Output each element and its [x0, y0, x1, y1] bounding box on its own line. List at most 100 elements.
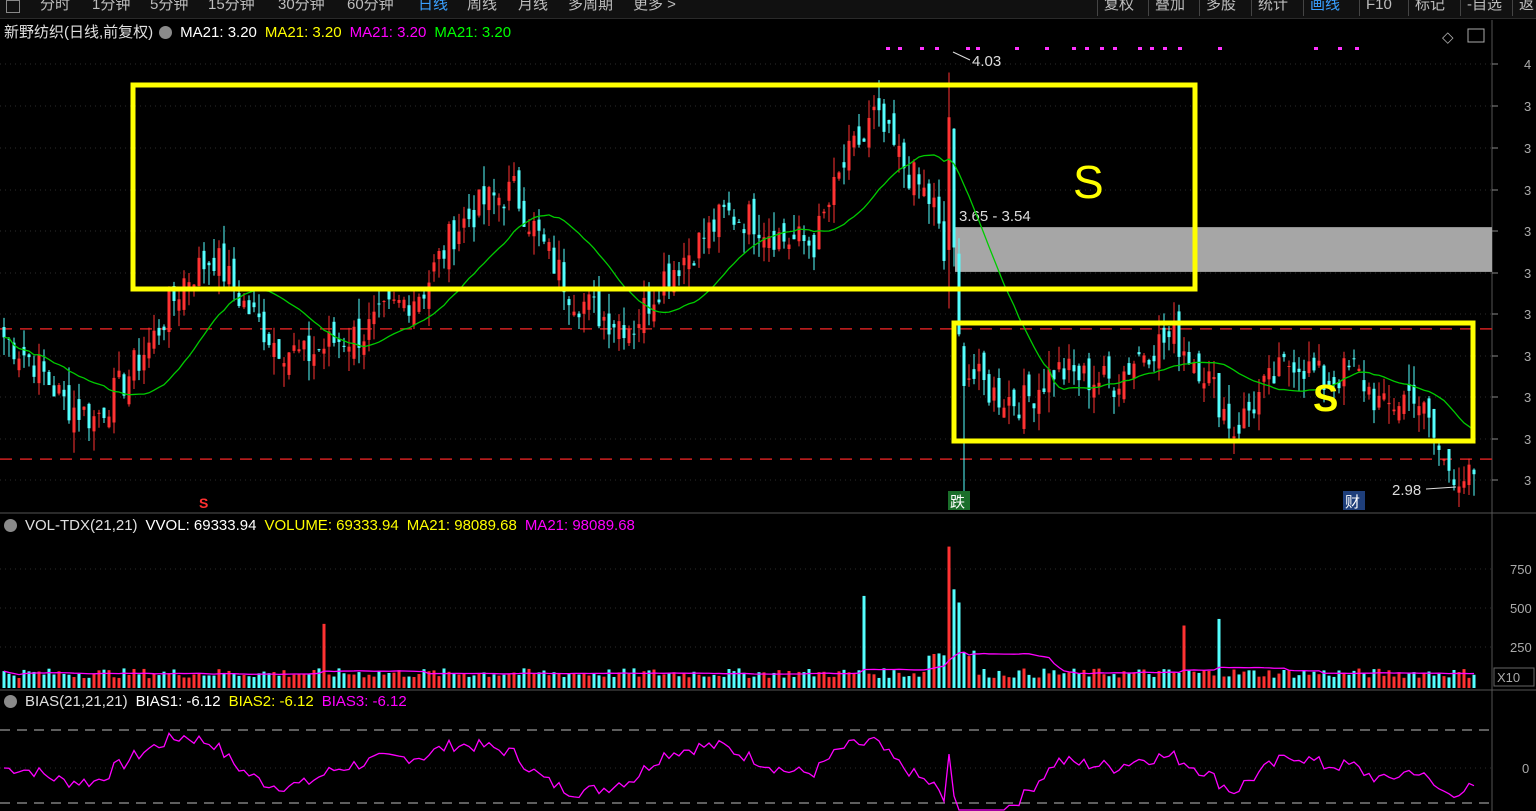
- vol-bar-51: [257, 673, 261, 688]
- vol-bar-69: [347, 674, 351, 688]
- period-tab-0[interactable]: 分时: [40, 0, 71, 13]
- vol-bar-208: [1042, 668, 1046, 688]
- vol-bar-248: [1242, 671, 1246, 688]
- vol-bar-122: [612, 676, 616, 688]
- bias-tick-label-0: 0: [1522, 761, 1529, 776]
- vol-bar-195: [977, 674, 981, 688]
- vol-bar-78: [392, 672, 396, 688]
- period-tab-10[interactable]: 更多 >: [633, 0, 676, 13]
- candle-body-155: [777, 232, 781, 250]
- vol-bar-214: [1072, 668, 1076, 688]
- vol-legend-item-3: MA21: 98089.68: [524, 517, 635, 534]
- candle-body-26: [132, 350, 136, 381]
- candle-body-258: [1292, 362, 1296, 373]
- signal-dot-7: [1045, 47, 1049, 50]
- settings-circle-icon[interactable]: [159, 26, 173, 39]
- period-tab-4[interactable]: 30分钟: [278, 0, 325, 13]
- vol-bar-278: [1392, 676, 1396, 688]
- candle-body-55: [277, 339, 281, 359]
- period-tab-9[interactable]: 多周期: [568, 0, 614, 13]
- candle-body-159: [797, 226, 801, 242]
- toolbar-button-8[interactable]: 返: [1512, 0, 1536, 16]
- toolbar-button-1[interactable]: 叠加: [1148, 0, 1191, 16]
- toolbar-button-0[interactable]: 复权: [1097, 0, 1140, 16]
- vol-legend-item-0: VVOL: 69333.94: [145, 517, 257, 534]
- candle-body-253: [1267, 368, 1271, 380]
- vol-unit-box: [1493, 667, 1535, 687]
- candle-body-36: [182, 278, 186, 310]
- candle-body-230: [1152, 355, 1156, 362]
- candle-body-291: [1457, 486, 1461, 493]
- signal-dot-10: [1100, 47, 1104, 50]
- toolbar-button-3[interactable]: 统计: [1251, 0, 1294, 16]
- candle-body-273: [1367, 386, 1371, 395]
- vol-bar-252: [1262, 676, 1266, 688]
- vol-settings-icon[interactable]: [4, 519, 17, 532]
- vol-bar-290: [1452, 669, 1456, 688]
- vol-bar-207: [1037, 677, 1041, 688]
- vol-bar-54: [272, 672, 276, 688]
- vol-bar-285: [1427, 671, 1431, 688]
- vol-bar-163: [817, 672, 821, 688]
- vol-bar-151: [757, 672, 761, 688]
- toolbar-button-5[interactable]: F10: [1359, 0, 1398, 16]
- candle-body-20: [102, 407, 106, 419]
- candle-body-67: [337, 338, 341, 342]
- period-tab-3[interactable]: 15分钟: [208, 0, 255, 13]
- bias-settings-icon[interactable]: [4, 695, 17, 708]
- candle-body-102: [512, 175, 516, 181]
- vol-bar-274: [1372, 669, 1376, 688]
- vol-bar-17: [87, 677, 91, 688]
- vol-bar-14: [72, 677, 76, 688]
- vol-bar-264: [1322, 670, 1326, 688]
- main-legend-items: MA21: 3.20 MA21: 3.20 MA21: 3.20 MA21: 3.20: [180, 24, 519, 41]
- vol-bar-29: [147, 678, 151, 688]
- vol-bar-114: [572, 672, 576, 688]
- bias-legend-item-2: BIAS3: -6.12: [321, 693, 407, 710]
- vol-bar-281: [1407, 672, 1411, 688]
- period-tab-6[interactable]: 日线: [418, 0, 449, 13]
- vol-bar-50: [252, 676, 256, 688]
- period-tab-2[interactable]: 5分钟: [150, 0, 189, 13]
- candle-body-75: [377, 303, 381, 305]
- candle-body-278: [1392, 409, 1396, 412]
- vol-bar-226: [1132, 672, 1136, 688]
- vol-bar-85: [427, 671, 431, 688]
- window-icon[interactable]: [6, 0, 20, 13]
- candle-body-272: [1362, 380, 1366, 392]
- candle-body-130: [652, 304, 656, 322]
- candle-body-80: [402, 299, 406, 309]
- candle-body-203: [1017, 414, 1021, 419]
- candle-body-100: [502, 206, 506, 209]
- vol-bar-256: [1282, 670, 1286, 688]
- toolbar-button-7[interactable]: -自选: [1460, 0, 1508, 16]
- period-tab-8[interactable]: 月线: [518, 0, 549, 13]
- toolbar-button-6[interactable]: 标记: [1408, 0, 1451, 16]
- vol-bar-203: [1017, 670, 1021, 688]
- vol-bar-38: [192, 674, 196, 688]
- candle-body-170: [852, 135, 856, 148]
- toolbar-button-4[interactable]: 画线: [1303, 0, 1346, 16]
- toolbar-button-2[interactable]: 多股: [1199, 0, 1242, 16]
- candle-body-171: [857, 126, 861, 145]
- candle-body-177: [887, 119, 891, 124]
- period-tab-1[interactable]: 1分钟: [92, 0, 131, 13]
- bias1-line: [3, 732, 1475, 811]
- vol-bar-218: [1092, 668, 1096, 688]
- candle-body-243: [1217, 373, 1221, 418]
- main-legend-item-0: MA21: 3.20: [180, 24, 257, 41]
- candle-body-9: [47, 371, 51, 386]
- vol-bar-140: [702, 676, 706, 688]
- period-tab-5[interactable]: 60分钟: [347, 0, 394, 13]
- vol-bar-187: [937, 653, 941, 688]
- candle-body-233: [1167, 331, 1171, 338]
- vol-bar-184: [922, 671, 926, 688]
- candle-body-27: [137, 354, 141, 371]
- vol-bar-129: [647, 670, 651, 688]
- vol-bar-197: [987, 677, 991, 688]
- vol-bar-288: [1442, 676, 1446, 688]
- period-tab-7[interactable]: 周线: [467, 0, 498, 13]
- vol-bar-255: [1277, 673, 1281, 688]
- candle-body-204: [1022, 385, 1026, 429]
